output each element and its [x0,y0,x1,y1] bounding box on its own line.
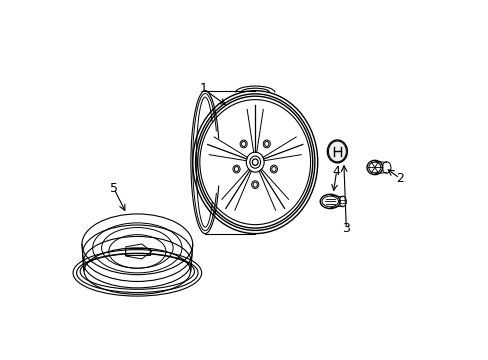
Ellipse shape [252,159,258,165]
Ellipse shape [320,194,340,208]
Text: 2: 2 [395,172,403,185]
Ellipse shape [366,160,382,175]
Ellipse shape [326,140,346,163]
Text: 4: 4 [332,165,340,177]
Text: 3: 3 [342,222,349,235]
Text: 1: 1 [199,82,207,95]
Text: 5: 5 [110,183,118,195]
